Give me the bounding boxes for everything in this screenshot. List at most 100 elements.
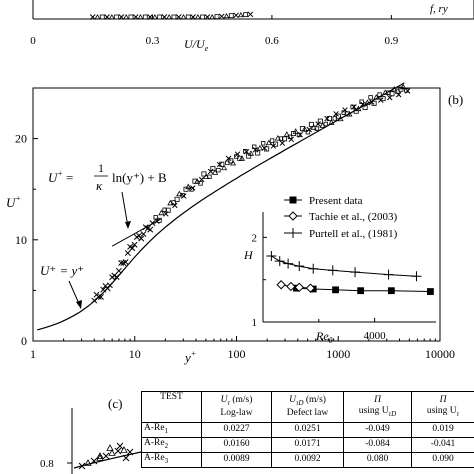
panel-b-marker (301, 126, 308, 132)
panel-b-marker (172, 202, 178, 209)
panel-b-x-tick-label: 10000 (425, 347, 455, 361)
panel-b-marker (219, 161, 225, 167)
inset-marker-present (332, 286, 339, 294)
panel-a-marker (237, 11, 244, 18)
header-utau-defect: UτD (m/s) Defect law (271, 391, 344, 423)
panel-b-marker (380, 96, 386, 102)
panel-b-marker (400, 83, 407, 90)
panel-a-marker (185, 14, 191, 20)
inset-marker-present (387, 287, 395, 295)
panel-b-marker (404, 88, 411, 94)
inset-background (263, 212, 433, 322)
panel-b-marker (260, 141, 266, 146)
panel-c-curve (73, 451, 142, 469)
panel-b-marker (297, 132, 303, 138)
panel-b-marker (395, 91, 402, 98)
panel-a-marker (104, 14, 110, 20)
panel-b-marker (283, 131, 290, 137)
panel-c-marker (84, 459, 92, 466)
panel-b-markers (91, 83, 411, 304)
inset-marker-tachie (276, 280, 286, 290)
panel-b-marker (364, 99, 371, 106)
panel-a-marker (99, 14, 105, 20)
cell-value: 0.0092 (271, 451, 344, 468)
panel-b-marker (353, 108, 359, 114)
inset-marker-tachie (294, 282, 304, 293)
panel-a-marker (151, 13, 158, 20)
panel-b-marker (147, 226, 154, 233)
panel-b-marker (234, 151, 241, 157)
panel-b-marker (158, 209, 165, 216)
panel-b-x-tick-label: 10 (129, 347, 141, 361)
panel-a-marker (123, 13, 130, 20)
panel-b-marker (165, 207, 171, 213)
panel-c-marker (120, 446, 128, 453)
panel-a-marker (114, 14, 120, 20)
panel-b-marker (278, 136, 284, 141)
panel-a-marker (137, 13, 144, 20)
cell-value: -0.084 (343, 436, 412, 453)
panel-b-marker (156, 217, 162, 223)
panel-a-marker (94, 13, 101, 20)
panel-b-marker (198, 181, 203, 186)
panel-b-marker (140, 231, 147, 238)
panel-b-marker (207, 168, 214, 175)
panel-b-marker (273, 141, 279, 147)
panel-b-marker (386, 90, 391, 95)
panel-b-x-tick-label: 100 (228, 347, 246, 361)
panel-b-marker (292, 128, 299, 134)
panel-b-label: (b) (448, 92, 463, 107)
inset-marker-purtell (383, 269, 394, 280)
panel-b-marker (351, 104, 357, 110)
panel-a-x-tick-label: 0 (30, 35, 36, 47)
panel-a-marker (147, 14, 153, 20)
panel-c-marker (96, 452, 104, 459)
panel-a-marker (132, 14, 139, 20)
panel-a: 0 0.3 0.6 0.9 f, ry U/Ue (30, 0, 474, 53)
cell-value: -0.041 (411, 436, 474, 453)
panel-b-marker (323, 121, 329, 127)
panel-b-marker (216, 167, 221, 173)
panel-b-marker (264, 146, 270, 152)
cell-value: 0.0160 (201, 436, 272, 453)
panel-b-marker (190, 185, 196, 191)
panel-b-y-tick-label: 0 (21, 334, 27, 348)
legend: Present data Tachie et al., (2003) Purte… (284, 195, 398, 240)
legend-item-present: Present data (284, 195, 363, 207)
panel-c-marker (108, 449, 116, 456)
panel-b-marker (106, 282, 113, 289)
panel-b-marker (279, 140, 286, 146)
panel-a-marker (218, 13, 225, 20)
cell-value: 0.0171 (271, 436, 344, 453)
inset-marker-present (427, 288, 434, 295)
panel-b-marker (315, 121, 321, 127)
panel-b-marker (122, 259, 129, 266)
panel-a-markers (89, 11, 254, 20)
panel-b-marker (377, 92, 382, 97)
header-utau-log: Uτ (m/s) Log-law (201, 391, 272, 423)
panel-b-marker (129, 245, 136, 252)
panel-b-marker (115, 267, 122, 274)
panel-b-marker (255, 150, 261, 156)
panel-b-marker (185, 183, 192, 190)
panel-c: (c) 0.8 (40, 396, 142, 474)
panel-b-marker (207, 174, 212, 180)
panel-a-marker (166, 13, 173, 20)
log-law-arrow (121, 191, 129, 228)
legend-marker-square (289, 196, 297, 204)
panel-b-marker (113, 274, 120, 281)
panel-b-marker (247, 150, 255, 156)
inset-marker-purtell (308, 263, 319, 274)
panel-b-marker (362, 104, 368, 110)
panel-c-y-tick-label: 0.8 (40, 458, 54, 470)
panel-a-marker (190, 14, 196, 20)
panel-b-marker (256, 144, 263, 151)
panel-a-x-tick-label: 0.3 (146, 35, 160, 47)
panel-b-marker (314, 126, 320, 131)
panel-a-marker (214, 14, 220, 20)
panel-a-marker (142, 14, 148, 20)
panel-a-marker (243, 12, 249, 18)
panel-b-x-label: y+ (183, 349, 196, 365)
